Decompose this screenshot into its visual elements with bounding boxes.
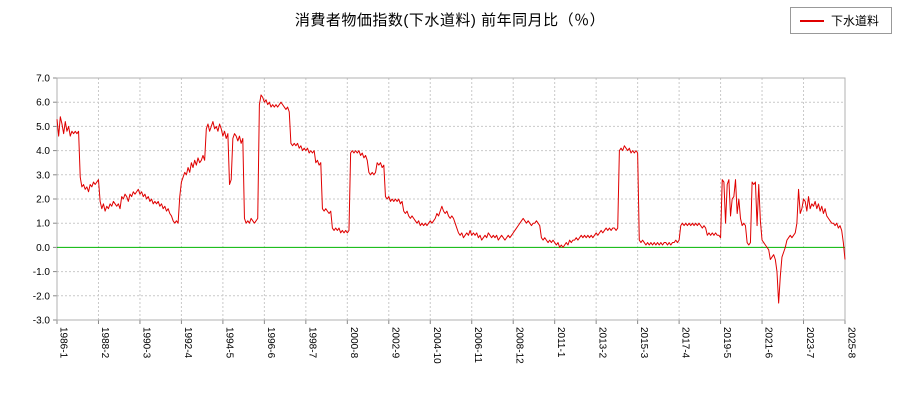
x-tick-label: 2017-4 [680,327,691,359]
sewerage-series-line [56,94,846,304]
x-tick-label: 2013-2 [597,327,608,359]
x-tick-label: 1986-1 [58,327,69,359]
x-tick-label: 1992-4 [182,327,193,359]
legend-label: 下水道料 [830,14,879,28]
x-tick-label: 2011-1 [555,327,566,358]
y-tick-label: 5.0 [36,122,50,133]
plot-border [56,77,846,321]
x-tick-label: 2008-12 [514,327,525,364]
x-tick-label: 1994-5 [223,327,234,359]
y-tick-label: -2.0 [33,291,51,302]
x-tick-label: 1990-3 [140,327,151,359]
x-tick-label: 2021-6 [763,327,774,359]
page-title: 消費者物価指数(下水道料) 前年同月比（％） [294,12,606,29]
y-tick-label: 0.0 [36,243,50,254]
y-tick-label: 7.0 [36,74,50,85]
y-tick-label: 6.0 [36,98,50,109]
x-tick-label: 2006-11 [472,327,483,363]
y-tick-label: -1.0 [33,267,51,278]
y-tick-label: 3.0 [36,170,50,181]
x-tick-label: 2019-5 [721,327,732,359]
x-tick-label: 2000-8 [348,327,359,359]
x-tick-label: 2023-7 [804,327,815,359]
x-tick-label: 2004-10 [431,327,442,364]
x-tick-label: 2015-3 [638,327,649,359]
y-tick-label: 2.0 [36,195,50,206]
legend-line-icon [799,19,824,22]
x-tick-label: 1998-7 [306,327,317,359]
legend: 下水道料 [789,7,892,34]
x-tick-label: 2025-8 [846,327,857,359]
x-tick-label: 1996-6 [265,327,276,359]
x-tick-label: 2002-9 [389,327,400,359]
x-tick-label: 1988-2 [99,327,110,359]
y-tick-label: -3.0 [33,316,51,327]
y-tick-label: 4.0 [36,146,50,157]
y-tick-label: 1.0 [36,219,50,230]
